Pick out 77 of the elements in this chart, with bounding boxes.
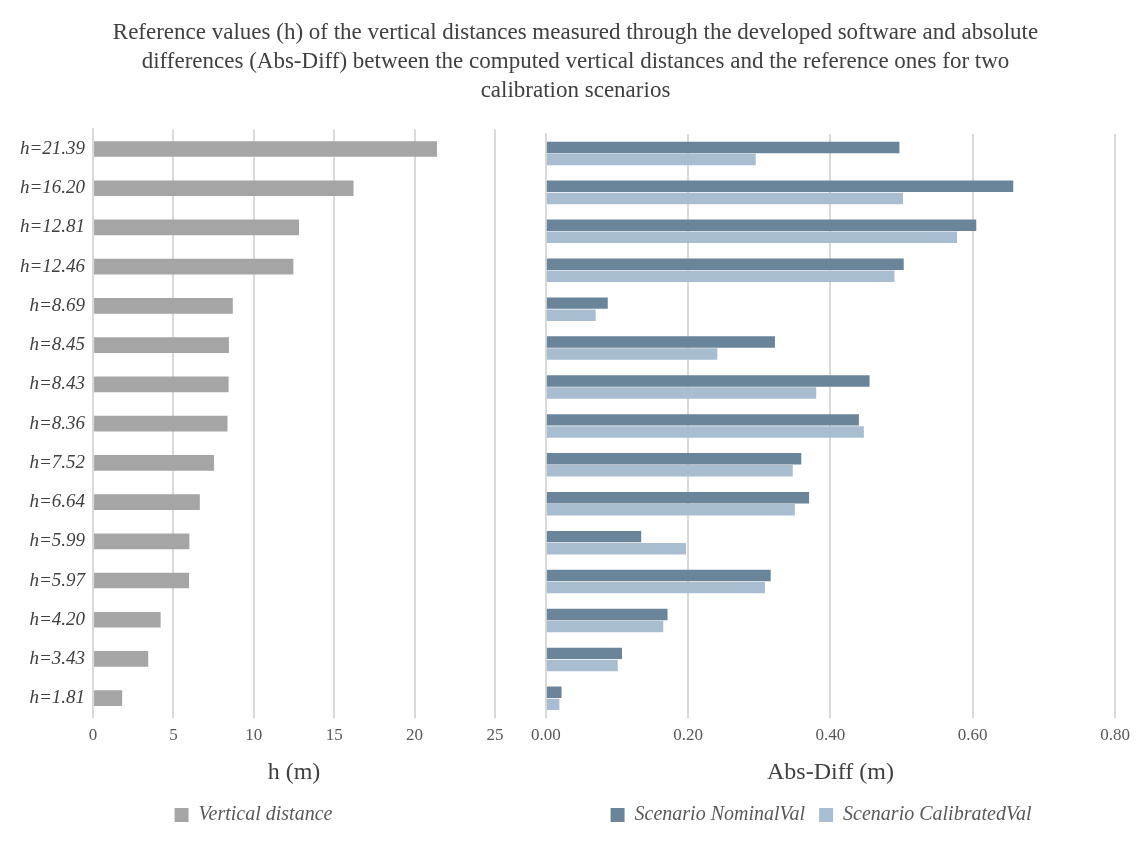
- x-tick-label: 0.20: [673, 725, 704, 745]
- y-tick-label: h=3.43: [29, 647, 86, 669]
- bar: [94, 141, 437, 158]
- bar: [546, 465, 793, 477]
- bar: [546, 686, 562, 699]
- bar: [94, 494, 200, 511]
- y-tick-label: h=5.99: [29, 529, 86, 551]
- y-tick-label: h=8.45: [29, 333, 86, 355]
- bar: [546, 348, 718, 361]
- bar: [546, 387, 817, 399]
- bar: [546, 504, 795, 516]
- y-tick-label: h=5.97: [29, 568, 87, 590]
- bar: [546, 453, 802, 465]
- bar: [546, 414, 859, 426]
- bar: [94, 612, 161, 628]
- y-tick-label: h=8.43: [29, 372, 86, 394]
- legend-label: Scenario NominalVal: [634, 802, 806, 825]
- y-tick-label: h=12.81: [19, 215, 86, 237]
- bar: [546, 543, 687, 555]
- x-axis-title: h (m): [267, 758, 321, 785]
- text: Reference values (h) of the vertical distances measured through the developed software and absolute differences (Abs-Diff) between the computed vertical distances and the reference ones for two calibration scenarios: [111, 18, 1040, 104]
- x-tick-label: 0.60: [957, 725, 988, 745]
- bar: [546, 647, 622, 660]
- y-tick-label: h=8.36: [29, 411, 86, 433]
- bar: [94, 416, 228, 432]
- x-tick-label: 20: [406, 725, 424, 745]
- bar: [94, 533, 190, 550]
- bar: [94, 298, 233, 315]
- x-axis-title: Abs-Diff (m): [767, 758, 894, 785]
- y-tick-label: h=7.52: [29, 451, 86, 473]
- bar: [546, 659, 618, 672]
- bar: [546, 608, 668, 621]
- bar: [546, 258, 904, 271]
- x-tick-label: 0: [88, 725, 98, 745]
- bar: [546, 192, 903, 205]
- bar: [546, 698, 560, 711]
- bar: [546, 621, 664, 633]
- bar: [546, 180, 1014, 193]
- bar: [546, 219, 977, 232]
- bar: [546, 426, 864, 438]
- bar: [546, 270, 895, 283]
- bar: [94, 219, 300, 236]
- bar: [94, 259, 294, 275]
- y-tick-label: h=8.69: [29, 294, 86, 316]
- bar: [546, 336, 775, 349]
- y-tick-label: h=12.46: [19, 254, 86, 276]
- bar: [94, 690, 123, 707]
- legend-label: Vertical distance: [198, 802, 333, 825]
- x-tick-label: 15: [325, 725, 343, 745]
- bar: [546, 582, 765, 594]
- x-tick-label: 5: [169, 725, 178, 745]
- bar: [546, 154, 756, 166]
- bar: [546, 297, 608, 310]
- bar: [94, 337, 229, 354]
- y-tick-label: h=1.81: [29, 686, 86, 708]
- bar: [546, 531, 642, 543]
- bar: [546, 309, 596, 322]
- bar: [94, 651, 149, 668]
- x-tick-label: 0.40: [815, 725, 846, 745]
- bar: [94, 455, 214, 471]
- legend-label: Scenario CalibratedVal: [843, 802, 1032, 825]
- bar: [546, 375, 870, 387]
- bar: [94, 572, 190, 589]
- y-tick-label: h=16.20: [19, 176, 86, 198]
- bar: [546, 141, 900, 154]
- bar: [546, 492, 810, 504]
- x-tick-label: 0.00: [531, 725, 561, 745]
- bar: [546, 231, 958, 244]
- bar: [94, 180, 354, 197]
- bar: [546, 570, 771, 582]
- y-tick-label: h=4.20: [29, 607, 86, 629]
- y-tick-label: h=6.64: [29, 490, 86, 512]
- y-tick-label: h=21.39: [19, 137, 86, 159]
- x-tick-label: 0.80: [1100, 725, 1130, 745]
- x-tick-label: 10: [245, 725, 263, 745]
- bar: [94, 376, 229, 393]
- x-tick-label: 25: [486, 725, 504, 745]
